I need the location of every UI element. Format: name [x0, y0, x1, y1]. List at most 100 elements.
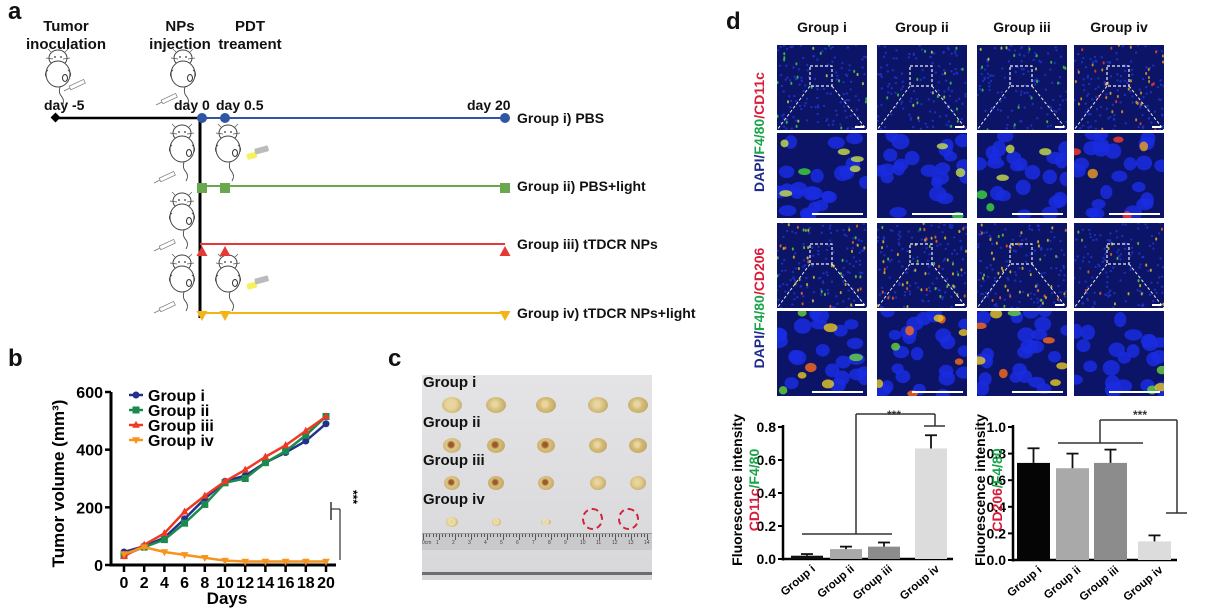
nucleus — [1034, 83, 1037, 86]
nucleus — [1080, 324, 1095, 341]
nucleus — [1106, 238, 1109, 242]
nucleus — [1135, 155, 1153, 171]
nucleus — [782, 282, 785, 286]
nucleus — [852, 299, 856, 302]
nucleus — [806, 286, 809, 289]
nucleus — [797, 68, 801, 71]
nucleus — [1123, 93, 1127, 97]
nucleus — [1150, 234, 1154, 238]
nucleus — [1083, 360, 1098, 373]
nucleus — [1084, 280, 1087, 283]
nucleus — [1050, 230, 1053, 234]
marker-stain — [864, 100, 867, 104]
nucleus — [860, 239, 863, 243]
nucleus — [1088, 207, 1105, 218]
nucleus — [1028, 94, 1032, 98]
nucleus — [811, 264, 814, 268]
nucleus — [1049, 68, 1052, 71]
nucleus — [1058, 141, 1067, 156]
nucleus — [1141, 126, 1145, 130]
ruler-label: 1 — [436, 540, 439, 546]
group-label-iii: Group iii) tTDCR NPs — [517, 236, 658, 252]
nucleus — [792, 116, 795, 119]
nucleus — [835, 295, 838, 298]
nucleus — [914, 282, 917, 285]
marker-stain — [896, 252, 899, 257]
nucleus — [824, 47, 827, 50]
nucleus — [982, 279, 985, 282]
dose-marker-day0.5 — [220, 183, 230, 193]
nucleus — [1137, 303, 1140, 307]
nucleus — [802, 242, 805, 246]
nucleus — [782, 117, 785, 120]
scale-bar — [1012, 213, 1063, 215]
nucleus — [1028, 269, 1032, 272]
ruler-tick — [637, 534, 639, 537]
marker-stain — [812, 275, 815, 279]
x-tick-label: Group iii — [851, 563, 895, 603]
column-title: Group iii — [993, 19, 1051, 35]
marker-stain — [1003, 304, 1006, 308]
zoom-guide-line — [1128, 263, 1164, 308]
marker-stain — [1101, 127, 1104, 130]
nucleus — [931, 171, 950, 185]
nucleus — [1089, 113, 1092, 116]
zoom-guide-line — [977, 85, 1011, 130]
nucleus — [1058, 103, 1062, 107]
data-point — [302, 431, 310, 439]
nucleus — [994, 279, 997, 283]
nucleus — [889, 207, 907, 218]
nucleus — [950, 295, 953, 299]
ruler-tick — [480, 534, 482, 537]
nucleus — [1093, 302, 1096, 306]
nucleus — [850, 80, 853, 83]
marker-stain — [777, 274, 779, 278]
ruler-tick — [560, 534, 562, 537]
marker-stain — [980, 231, 983, 235]
marker-stain — [989, 237, 992, 242]
nucleus — [1008, 48, 1011, 52]
marker-stain — [1020, 231, 1023, 235]
stage-title-inoculation: Tumor inoculation — [16, 18, 116, 54]
nucleus — [1027, 45, 1031, 49]
zoom-guide-line — [931, 263, 967, 308]
nucleus — [887, 91, 890, 94]
ruler-label: 14 — [644, 540, 650, 546]
nucleus — [843, 99, 847, 103]
ruler-tick — [426, 534, 428, 537]
nucleus — [826, 117, 829, 121]
ruler-tick — [474, 534, 476, 537]
fluorescence-texture — [977, 311, 1067, 396]
nucleus — [926, 125, 929, 129]
nucleus — [1093, 300, 1096, 304]
marker-stain — [839, 290, 842, 295]
nucleus — [1141, 304, 1145, 308]
end-marker-day20 — [500, 113, 510, 123]
nucleus — [858, 263, 862, 267]
nucleus — [877, 72, 880, 76]
legend-item: Group iv — [129, 433, 214, 450]
nucleus — [842, 105, 846, 108]
nucleus — [777, 327, 788, 343]
nucleus — [931, 282, 934, 285]
nucleus — [852, 256, 856, 259]
marker-stain — [849, 165, 861, 173]
marker-stain — [938, 264, 941, 269]
nucleus — [1141, 77, 1145, 81]
marker-stain — [931, 91, 934, 95]
data-point — [160, 549, 169, 557]
legend-label: Group iii — [148, 418, 214, 435]
zoom-region-box — [1009, 243, 1033, 265]
nucleus — [985, 266, 989, 269]
zoom-guide-line — [877, 85, 911, 130]
nucleus — [1058, 75, 1062, 79]
nucleus — [960, 247, 963, 251]
marker-stain — [951, 272, 954, 276]
nucleus — [1136, 45, 1140, 47]
marker-stain — [983, 273, 986, 277]
marker-stain — [946, 284, 949, 289]
nucleus — [948, 94, 952, 98]
nucleus — [1159, 83, 1163, 86]
marker-stain — [859, 287, 862, 291]
group-timeline-4 — [196, 311, 511, 321]
